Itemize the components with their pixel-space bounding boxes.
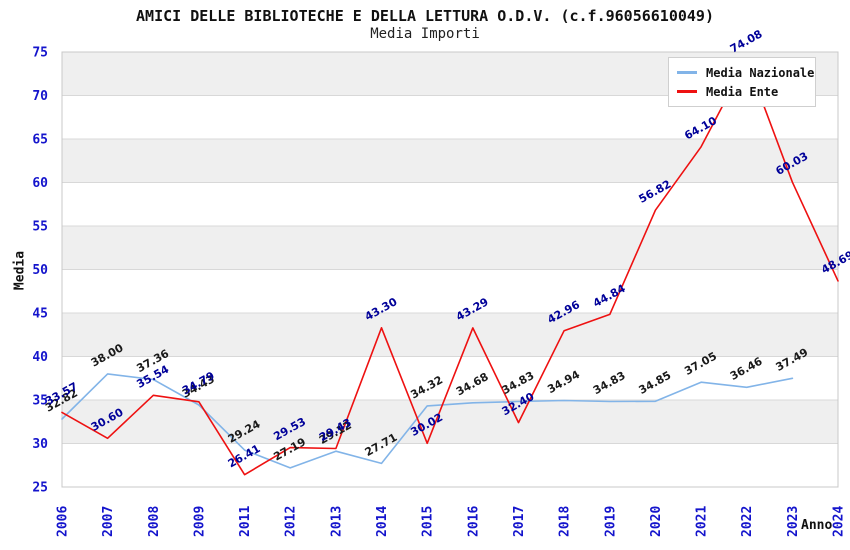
y-tick-label: 40 bbox=[32, 350, 48, 365]
x-tick-label: 2007 bbox=[101, 506, 116, 537]
x-tick-label: 2018 bbox=[558, 506, 573, 537]
series-line-media-nazionale bbox=[61, 373, 794, 469]
series-line-media-ente bbox=[61, 59, 839, 476]
data-label: 26.41 bbox=[226, 442, 263, 470]
x-tick-label: 2020 bbox=[649, 506, 664, 537]
x-tick-label: 2011 bbox=[238, 506, 253, 537]
x-tick-label: 2024 bbox=[832, 506, 847, 537]
legend-swatch bbox=[677, 90, 697, 93]
x-tick-label: 2006 bbox=[56, 506, 71, 537]
x-tick-label: 2012 bbox=[284, 506, 299, 537]
y-tick-label: 45 bbox=[32, 307, 48, 322]
y-tick-label: 25 bbox=[32, 481, 48, 496]
data-label: 36.46 bbox=[728, 355, 765, 383]
data-label: 74.08 bbox=[728, 27, 765, 55]
legend: Media Nazionale Media Ente bbox=[668, 57, 816, 107]
chart-title: AMICI DELLE BIBLIOTECHE E DELLA LETTURA … bbox=[136, 7, 714, 25]
x-tick-label: 2009 bbox=[192, 506, 207, 537]
data-label: 34.68 bbox=[454, 370, 491, 398]
background-band bbox=[62, 313, 838, 357]
y-tick-label: 75 bbox=[32, 46, 48, 61]
legend-label: Media Ente bbox=[706, 84, 779, 99]
y-tick-label: 35 bbox=[32, 394, 48, 409]
background-band bbox=[62, 226, 838, 270]
x-tick-label: 2019 bbox=[603, 506, 618, 537]
x-tick-label: 2022 bbox=[740, 506, 755, 537]
x-tick-label: 2013 bbox=[329, 506, 344, 537]
y-tick-label: 70 bbox=[32, 89, 48, 104]
x-tick-label: 2016 bbox=[466, 506, 481, 537]
plot-border bbox=[61, 51, 839, 488]
legend-label: Media Nazionale bbox=[706, 65, 815, 80]
data-label: 44.84 bbox=[591, 282, 628, 310]
y-tick-label: 50 bbox=[32, 263, 48, 278]
legend-item: Media Ente bbox=[677, 82, 809, 101]
x-tick-label: 2015 bbox=[421, 506, 436, 537]
x-tick-label: 2021 bbox=[695, 506, 710, 537]
data-label: 64.10 bbox=[682, 114, 719, 142]
x-tick-label: 2014 bbox=[375, 506, 390, 537]
data-label: 34.32 bbox=[408, 373, 445, 401]
y-tick-label: 65 bbox=[32, 133, 48, 148]
data-label: 34.83 bbox=[591, 369, 628, 397]
x-axis-title: Anno bbox=[801, 518, 833, 533]
x-tick-label: 2008 bbox=[147, 506, 162, 537]
x-tick-label: 2023 bbox=[786, 506, 801, 537]
y-tick-label: 55 bbox=[32, 220, 48, 235]
background-band bbox=[62, 139, 838, 183]
background-band bbox=[62, 400, 838, 444]
legend-swatch bbox=[677, 71, 697, 74]
data-label: 34.85 bbox=[637, 369, 674, 397]
x-tick-label: 2017 bbox=[512, 506, 527, 537]
y-tick-label: 30 bbox=[32, 437, 48, 452]
data-label: 34.94 bbox=[545, 368, 582, 396]
chart-subtitle: Media Importi bbox=[370, 26, 480, 42]
y-tick-label: 60 bbox=[32, 176, 48, 191]
legend-item: Media Nazionale bbox=[677, 63, 814, 82]
